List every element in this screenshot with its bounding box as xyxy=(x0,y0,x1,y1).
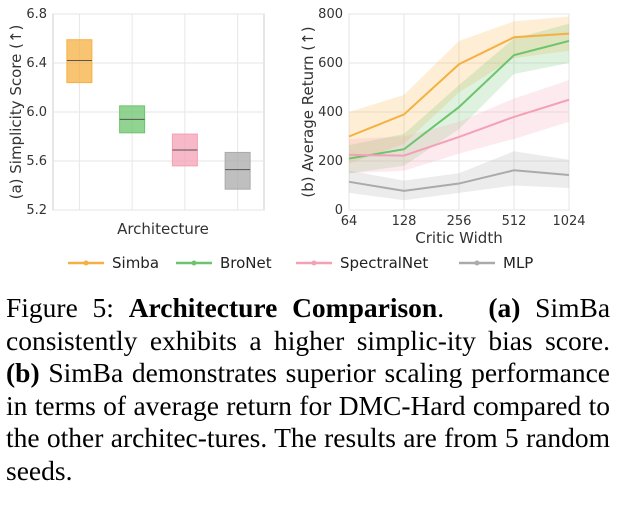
y-tick-label: 800 xyxy=(318,7,343,22)
box-simba xyxy=(66,39,93,84)
y-tick-label: 600 xyxy=(318,56,343,71)
x-axis-label-a: Architecture xyxy=(117,220,209,238)
legend-marker-bronet xyxy=(191,260,197,266)
grid-b xyxy=(348,13,570,211)
grid-a xyxy=(53,13,264,211)
series-lines xyxy=(348,32,570,192)
average-return-panel: 0 200 400 600 800 64 128 256 512 1024 (b) Averag… xyxy=(299,7,586,247)
y-tick-label: 400 xyxy=(318,105,343,120)
x-tick-label: 256 xyxy=(447,214,472,229)
y-tick-label: 200 xyxy=(318,154,343,169)
caption-label: Figure 5: xyxy=(6,292,114,323)
figure: 5.2 5.6 6.0 6.4 6.8 (a) Simplicity Score (↑)… xyxy=(7,7,586,272)
y-axis-label-a: (a) Simplicity Score (↑) xyxy=(7,25,25,200)
y-tick-label: 6.8 xyxy=(26,7,47,22)
y-tick-label: 6.0 xyxy=(26,105,47,120)
caption-b-text: SimBa demonstrates superior scaling perf… xyxy=(6,357,611,486)
legend: Simba BroNet SpectralNet MLP xyxy=(68,254,533,272)
y-tick-label: 5.6 xyxy=(26,154,47,169)
legend-marker-simba xyxy=(83,260,89,266)
band-mlp xyxy=(349,151,569,201)
line-mlp xyxy=(348,169,570,192)
y-ticks-a: 5.2 5.6 6.0 6.4 6.8 xyxy=(26,7,47,218)
legend-marker-spectralnet xyxy=(311,260,317,266)
y-tick-label: 0 xyxy=(335,203,343,218)
x-tick-label: 512 xyxy=(502,214,527,229)
simplicity-score-panel: 5.2 5.6 6.0 6.4 6.8 (a) Simplicity Score (↑)… xyxy=(7,7,265,238)
x-axis-label-b: Critic Width xyxy=(415,229,502,247)
y-axis-label-b: (b) Average Return (↑) xyxy=(299,26,317,197)
band-simba xyxy=(349,16,569,164)
caption-a-marker: (a) xyxy=(488,292,521,323)
figure-caption: Figure 5: Architecture Comparison. (a) S… xyxy=(6,292,611,486)
x-tick-label: 1024 xyxy=(552,214,585,229)
x-tick-label: 64 xyxy=(341,214,358,229)
caption-b-marker: (b) xyxy=(6,357,40,388)
y-ticks-b: 0 200 400 600 800 xyxy=(318,7,343,218)
x-ticks-b: 64 128 256 512 1024 xyxy=(341,214,586,229)
legend-marker-mlp xyxy=(474,260,480,266)
line-bronet xyxy=(348,39,570,160)
line-spectralnet xyxy=(348,98,570,157)
legend-label-bronet: BroNet xyxy=(220,254,272,272)
x-tick-label: 128 xyxy=(392,214,417,229)
y-tick-label: 6.4 xyxy=(26,56,47,71)
legend-label-simba: Simba xyxy=(112,254,159,272)
y-tick-label: 5.2 xyxy=(26,203,47,218)
legend-label-mlp: MLP xyxy=(503,254,533,272)
band-bronet xyxy=(349,23,569,174)
line-simba xyxy=(348,32,570,138)
caption-title: Architecture Comparison xyxy=(128,292,438,323)
legend-label-spectralnet: SpectralNet xyxy=(340,254,428,272)
boxes xyxy=(66,39,251,190)
box-mlp xyxy=(224,151,251,190)
caption-a-text: SimBa consistently exhibits a higher sim… xyxy=(6,292,611,356)
